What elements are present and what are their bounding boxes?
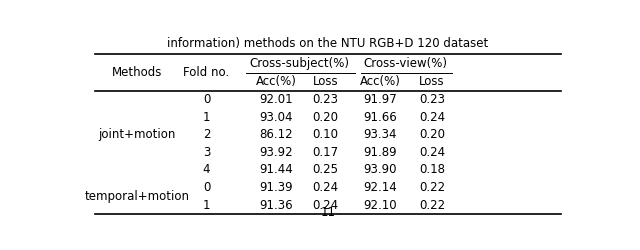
Text: Acc(%): Acc(%) — [255, 76, 296, 88]
Text: 91.39: 91.39 — [259, 181, 292, 194]
Text: 91.89: 91.89 — [364, 146, 397, 159]
Text: Acc(%): Acc(%) — [360, 76, 401, 88]
Text: 91.66: 91.66 — [364, 110, 397, 124]
Text: information) methods on the NTU RGB+D 120 dataset: information) methods on the NTU RGB+D 12… — [168, 37, 488, 50]
Text: 2: 2 — [203, 128, 210, 141]
Text: 91.44: 91.44 — [259, 163, 292, 176]
Text: 0.17: 0.17 — [312, 146, 339, 159]
Text: 0.23: 0.23 — [419, 93, 445, 106]
Text: 3: 3 — [203, 146, 210, 159]
Text: 0.24: 0.24 — [419, 146, 445, 159]
Text: 91.97: 91.97 — [364, 93, 397, 106]
Text: 91.36: 91.36 — [259, 198, 292, 211]
Text: 0.24: 0.24 — [419, 110, 445, 124]
Text: 1: 1 — [203, 198, 210, 211]
Text: 0.24: 0.24 — [312, 198, 339, 211]
Text: 92.01: 92.01 — [259, 93, 292, 106]
Text: 11: 11 — [321, 206, 335, 219]
Text: 93.90: 93.90 — [364, 163, 397, 176]
Text: 0.20: 0.20 — [419, 128, 445, 141]
Text: 0.18: 0.18 — [419, 163, 445, 176]
Text: 93.34: 93.34 — [364, 128, 397, 141]
Text: 93.92: 93.92 — [259, 146, 292, 159]
Text: 93.04: 93.04 — [259, 110, 292, 124]
Text: Methods: Methods — [112, 66, 162, 79]
Text: 0.22: 0.22 — [419, 198, 445, 211]
Text: Cross-view(%): Cross-view(%) — [364, 57, 448, 70]
Text: 0.22: 0.22 — [419, 181, 445, 194]
Text: 0.10: 0.10 — [312, 128, 339, 141]
Text: Loss: Loss — [313, 76, 339, 88]
Text: Loss: Loss — [419, 76, 445, 88]
Text: Fold no.: Fold no. — [184, 66, 230, 79]
Text: 4: 4 — [203, 163, 210, 176]
Text: 0: 0 — [203, 93, 210, 106]
Text: 0.24: 0.24 — [312, 181, 339, 194]
Text: Cross-subject(%): Cross-subject(%) — [250, 57, 349, 70]
Text: 0.20: 0.20 — [312, 110, 339, 124]
Text: 1: 1 — [203, 110, 210, 124]
Text: 0: 0 — [203, 181, 210, 194]
Text: 0.23: 0.23 — [312, 93, 339, 106]
Text: 86.12: 86.12 — [259, 128, 292, 141]
Text: 0.25: 0.25 — [312, 163, 339, 176]
Text: joint+motion: joint+motion — [99, 128, 176, 141]
Text: temporal+motion: temporal+motion — [84, 190, 189, 203]
Text: 92.10: 92.10 — [364, 198, 397, 211]
Text: 92.14: 92.14 — [364, 181, 397, 194]
